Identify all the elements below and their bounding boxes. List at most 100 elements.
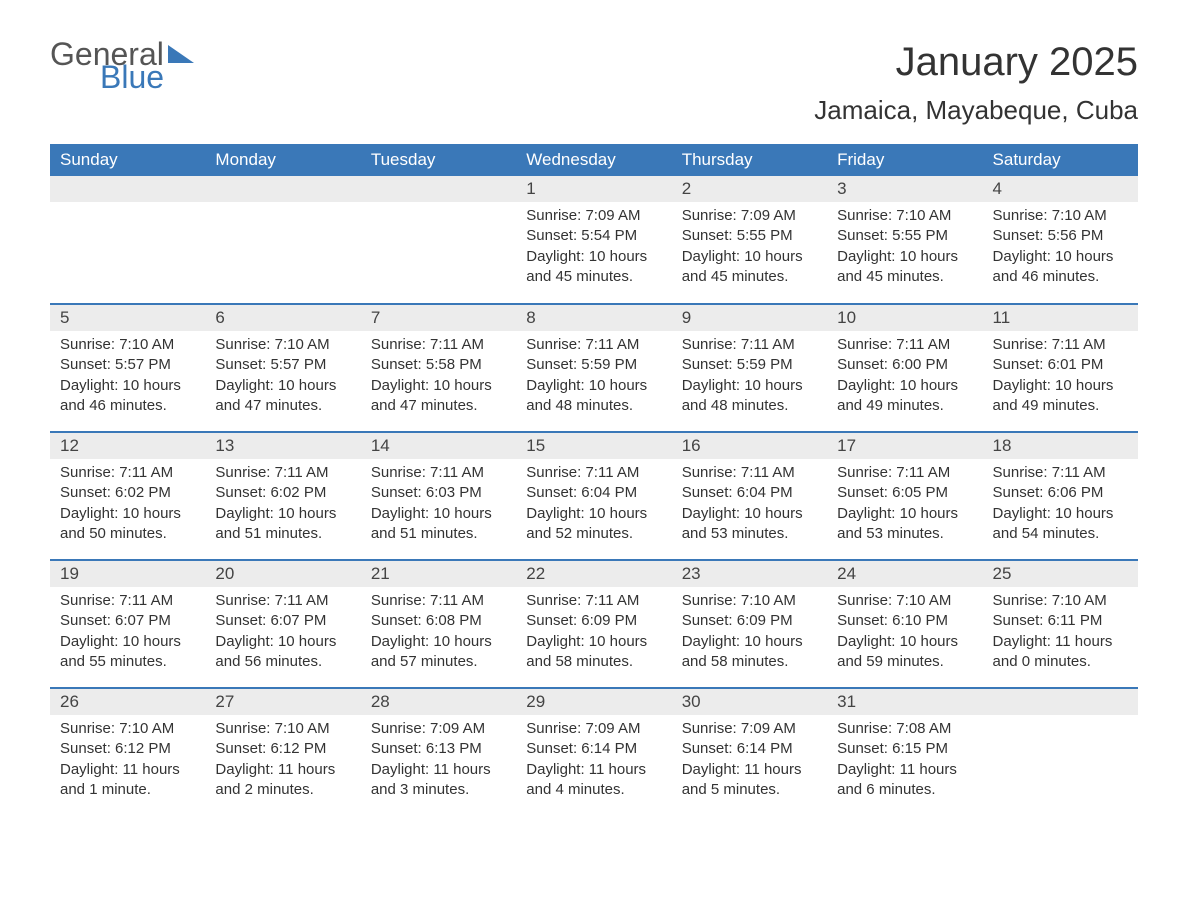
column-header: Thursday (672, 144, 827, 176)
daylight-line: Daylight: 10 hours and 52 minutes. (526, 504, 661, 545)
day-details: Sunrise: 7:11 AMSunset: 6:07 PMDaylight:… (50, 587, 205, 682)
sunset-line: Sunset: 6:03 PM (371, 483, 506, 503)
daylight-line: Daylight: 10 hours and 48 minutes. (682, 376, 817, 417)
day-number: 19 (50, 561, 205, 587)
day-details: Sunrise: 7:10 AMSunset: 5:57 PMDaylight:… (205, 331, 360, 426)
day-number: 14 (361, 433, 516, 459)
calendar-day-cell: 29Sunrise: 7:09 AMSunset: 6:14 PMDayligh… (516, 688, 671, 816)
sunrise-line: Sunrise: 7:09 AM (682, 719, 817, 739)
title-block: January 2025 Jamaica, Mayabeque, Cuba (814, 40, 1138, 126)
daylight-line: Daylight: 10 hours and 58 minutes. (526, 632, 661, 673)
day-number: 6 (205, 305, 360, 331)
calendar-day-cell: 27Sunrise: 7:10 AMSunset: 6:12 PMDayligh… (205, 688, 360, 816)
day-number (205, 176, 360, 202)
sunset-line: Sunset: 6:12 PM (60, 739, 195, 759)
sunset-line: Sunset: 5:56 PM (993, 226, 1128, 246)
day-details: Sunrise: 7:10 AMSunset: 6:11 PMDaylight:… (983, 587, 1138, 682)
sunset-line: Sunset: 6:02 PM (60, 483, 195, 503)
calendar-day-cell: 24Sunrise: 7:10 AMSunset: 6:10 PMDayligh… (827, 560, 982, 688)
calendar-day-cell: 7Sunrise: 7:11 AMSunset: 5:58 PMDaylight… (361, 304, 516, 432)
day-details: Sunrise: 7:09 AMSunset: 5:54 PMDaylight:… (516, 202, 671, 297)
sunrise-line: Sunrise: 7:11 AM (60, 463, 195, 483)
logo-triangle-icon (168, 45, 194, 63)
day-number (983, 689, 1138, 715)
daylight-line: Daylight: 10 hours and 56 minutes. (215, 632, 350, 673)
calendar-header-row: SundayMondayTuesdayWednesdayThursdayFrid… (50, 144, 1138, 176)
calendar-day-cell: 20Sunrise: 7:11 AMSunset: 6:07 PMDayligh… (205, 560, 360, 688)
calendar-day-cell: 22Sunrise: 7:11 AMSunset: 6:09 PMDayligh… (516, 560, 671, 688)
calendar-day-cell: 17Sunrise: 7:11 AMSunset: 6:05 PMDayligh… (827, 432, 982, 560)
sunrise-line: Sunrise: 7:10 AM (682, 591, 817, 611)
sunrise-line: Sunrise: 7:11 AM (993, 335, 1128, 355)
daylight-line: Daylight: 11 hours and 6 minutes. (837, 760, 972, 801)
sunset-line: Sunset: 6:14 PM (526, 739, 661, 759)
calendar-day-cell: 16Sunrise: 7:11 AMSunset: 6:04 PMDayligh… (672, 432, 827, 560)
sunset-line: Sunset: 5:55 PM (837, 226, 972, 246)
month-title: January 2025 (814, 40, 1138, 85)
sunrise-line: Sunrise: 7:11 AM (526, 335, 661, 355)
sunrise-line: Sunrise: 7:11 AM (371, 463, 506, 483)
day-number: 13 (205, 433, 360, 459)
day-details: Sunrise: 7:11 AMSunset: 6:04 PMDaylight:… (516, 459, 671, 554)
calendar-week-row: 26Sunrise: 7:10 AMSunset: 6:12 PMDayligh… (50, 688, 1138, 816)
calendar-week-row: 19Sunrise: 7:11 AMSunset: 6:07 PMDayligh… (50, 560, 1138, 688)
daylight-line: Daylight: 11 hours and 3 minutes. (371, 760, 506, 801)
sunrise-line: Sunrise: 7:10 AM (215, 719, 350, 739)
calendar-day-cell: 13Sunrise: 7:11 AMSunset: 6:02 PMDayligh… (205, 432, 360, 560)
calendar-day-cell (361, 176, 516, 304)
day-details: Sunrise: 7:10 AMSunset: 5:57 PMDaylight:… (50, 331, 205, 426)
day-number: 18 (983, 433, 1138, 459)
day-number: 23 (672, 561, 827, 587)
daylight-line: Daylight: 11 hours and 4 minutes. (526, 760, 661, 801)
sunset-line: Sunset: 5:57 PM (60, 355, 195, 375)
calendar-day-cell: 9Sunrise: 7:11 AMSunset: 5:59 PMDaylight… (672, 304, 827, 432)
day-details: Sunrise: 7:11 AMSunset: 6:02 PMDaylight:… (205, 459, 360, 554)
sunset-line: Sunset: 5:54 PM (526, 226, 661, 246)
sunset-line: Sunset: 6:10 PM (837, 611, 972, 631)
calendar-day-cell: 2Sunrise: 7:09 AMSunset: 5:55 PMDaylight… (672, 176, 827, 304)
sunrise-line: Sunrise: 7:11 AM (526, 591, 661, 611)
calendar-day-cell: 5Sunrise: 7:10 AMSunset: 5:57 PMDaylight… (50, 304, 205, 432)
day-number: 20 (205, 561, 360, 587)
day-number: 15 (516, 433, 671, 459)
daylight-line: Daylight: 11 hours and 0 minutes. (993, 632, 1128, 673)
day-number: 12 (50, 433, 205, 459)
daylight-line: Daylight: 10 hours and 47 minutes. (371, 376, 506, 417)
calendar-day-cell: 19Sunrise: 7:11 AMSunset: 6:07 PMDayligh… (50, 560, 205, 688)
sunrise-line: Sunrise: 7:11 AM (526, 463, 661, 483)
day-details: Sunrise: 7:11 AMSunset: 6:08 PMDaylight:… (361, 587, 516, 682)
sunset-line: Sunset: 6:04 PM (526, 483, 661, 503)
day-number: 30 (672, 689, 827, 715)
daylight-line: Daylight: 10 hours and 46 minutes. (60, 376, 195, 417)
day-details: Sunrise: 7:11 AMSunset: 6:09 PMDaylight:… (516, 587, 671, 682)
sunset-line: Sunset: 6:11 PM (993, 611, 1128, 631)
day-details: Sunrise: 7:11 AMSunset: 5:59 PMDaylight:… (672, 331, 827, 426)
day-number: 2 (672, 176, 827, 202)
calendar-day-cell: 12Sunrise: 7:11 AMSunset: 6:02 PMDayligh… (50, 432, 205, 560)
calendar-day-cell: 25Sunrise: 7:10 AMSunset: 6:11 PMDayligh… (983, 560, 1138, 688)
day-details: Sunrise: 7:09 AMSunset: 6:14 PMDaylight:… (516, 715, 671, 810)
day-number (361, 176, 516, 202)
day-details: Sunrise: 7:11 AMSunset: 6:03 PMDaylight:… (361, 459, 516, 554)
day-number: 5 (50, 305, 205, 331)
calendar-table: SundayMondayTuesdayWednesdayThursdayFrid… (50, 144, 1138, 816)
sunrise-line: Sunrise: 7:11 AM (215, 463, 350, 483)
calendar-day-cell: 10Sunrise: 7:11 AMSunset: 6:00 PMDayligh… (827, 304, 982, 432)
day-number (50, 176, 205, 202)
daylight-line: Daylight: 10 hours and 57 minutes. (371, 632, 506, 673)
day-number: 11 (983, 305, 1138, 331)
calendar-day-cell (205, 176, 360, 304)
daylight-line: Daylight: 10 hours and 49 minutes. (993, 376, 1128, 417)
day-details: Sunrise: 7:11 AMSunset: 6:02 PMDaylight:… (50, 459, 205, 554)
day-details: Sunrise: 7:10 AMSunset: 5:55 PMDaylight:… (827, 202, 982, 297)
day-details: Sunrise: 7:11 AMSunset: 6:01 PMDaylight:… (983, 331, 1138, 426)
column-header: Saturday (983, 144, 1138, 176)
day-number: 9 (672, 305, 827, 331)
day-number: 1 (516, 176, 671, 202)
sunset-line: Sunset: 5:55 PM (682, 226, 817, 246)
calendar-day-cell: 1Sunrise: 7:09 AMSunset: 5:54 PMDaylight… (516, 176, 671, 304)
sunset-line: Sunset: 6:04 PM (682, 483, 817, 503)
sunrise-line: Sunrise: 7:11 AM (682, 335, 817, 355)
calendar-day-cell: 26Sunrise: 7:10 AMSunset: 6:12 PMDayligh… (50, 688, 205, 816)
day-number: 21 (361, 561, 516, 587)
